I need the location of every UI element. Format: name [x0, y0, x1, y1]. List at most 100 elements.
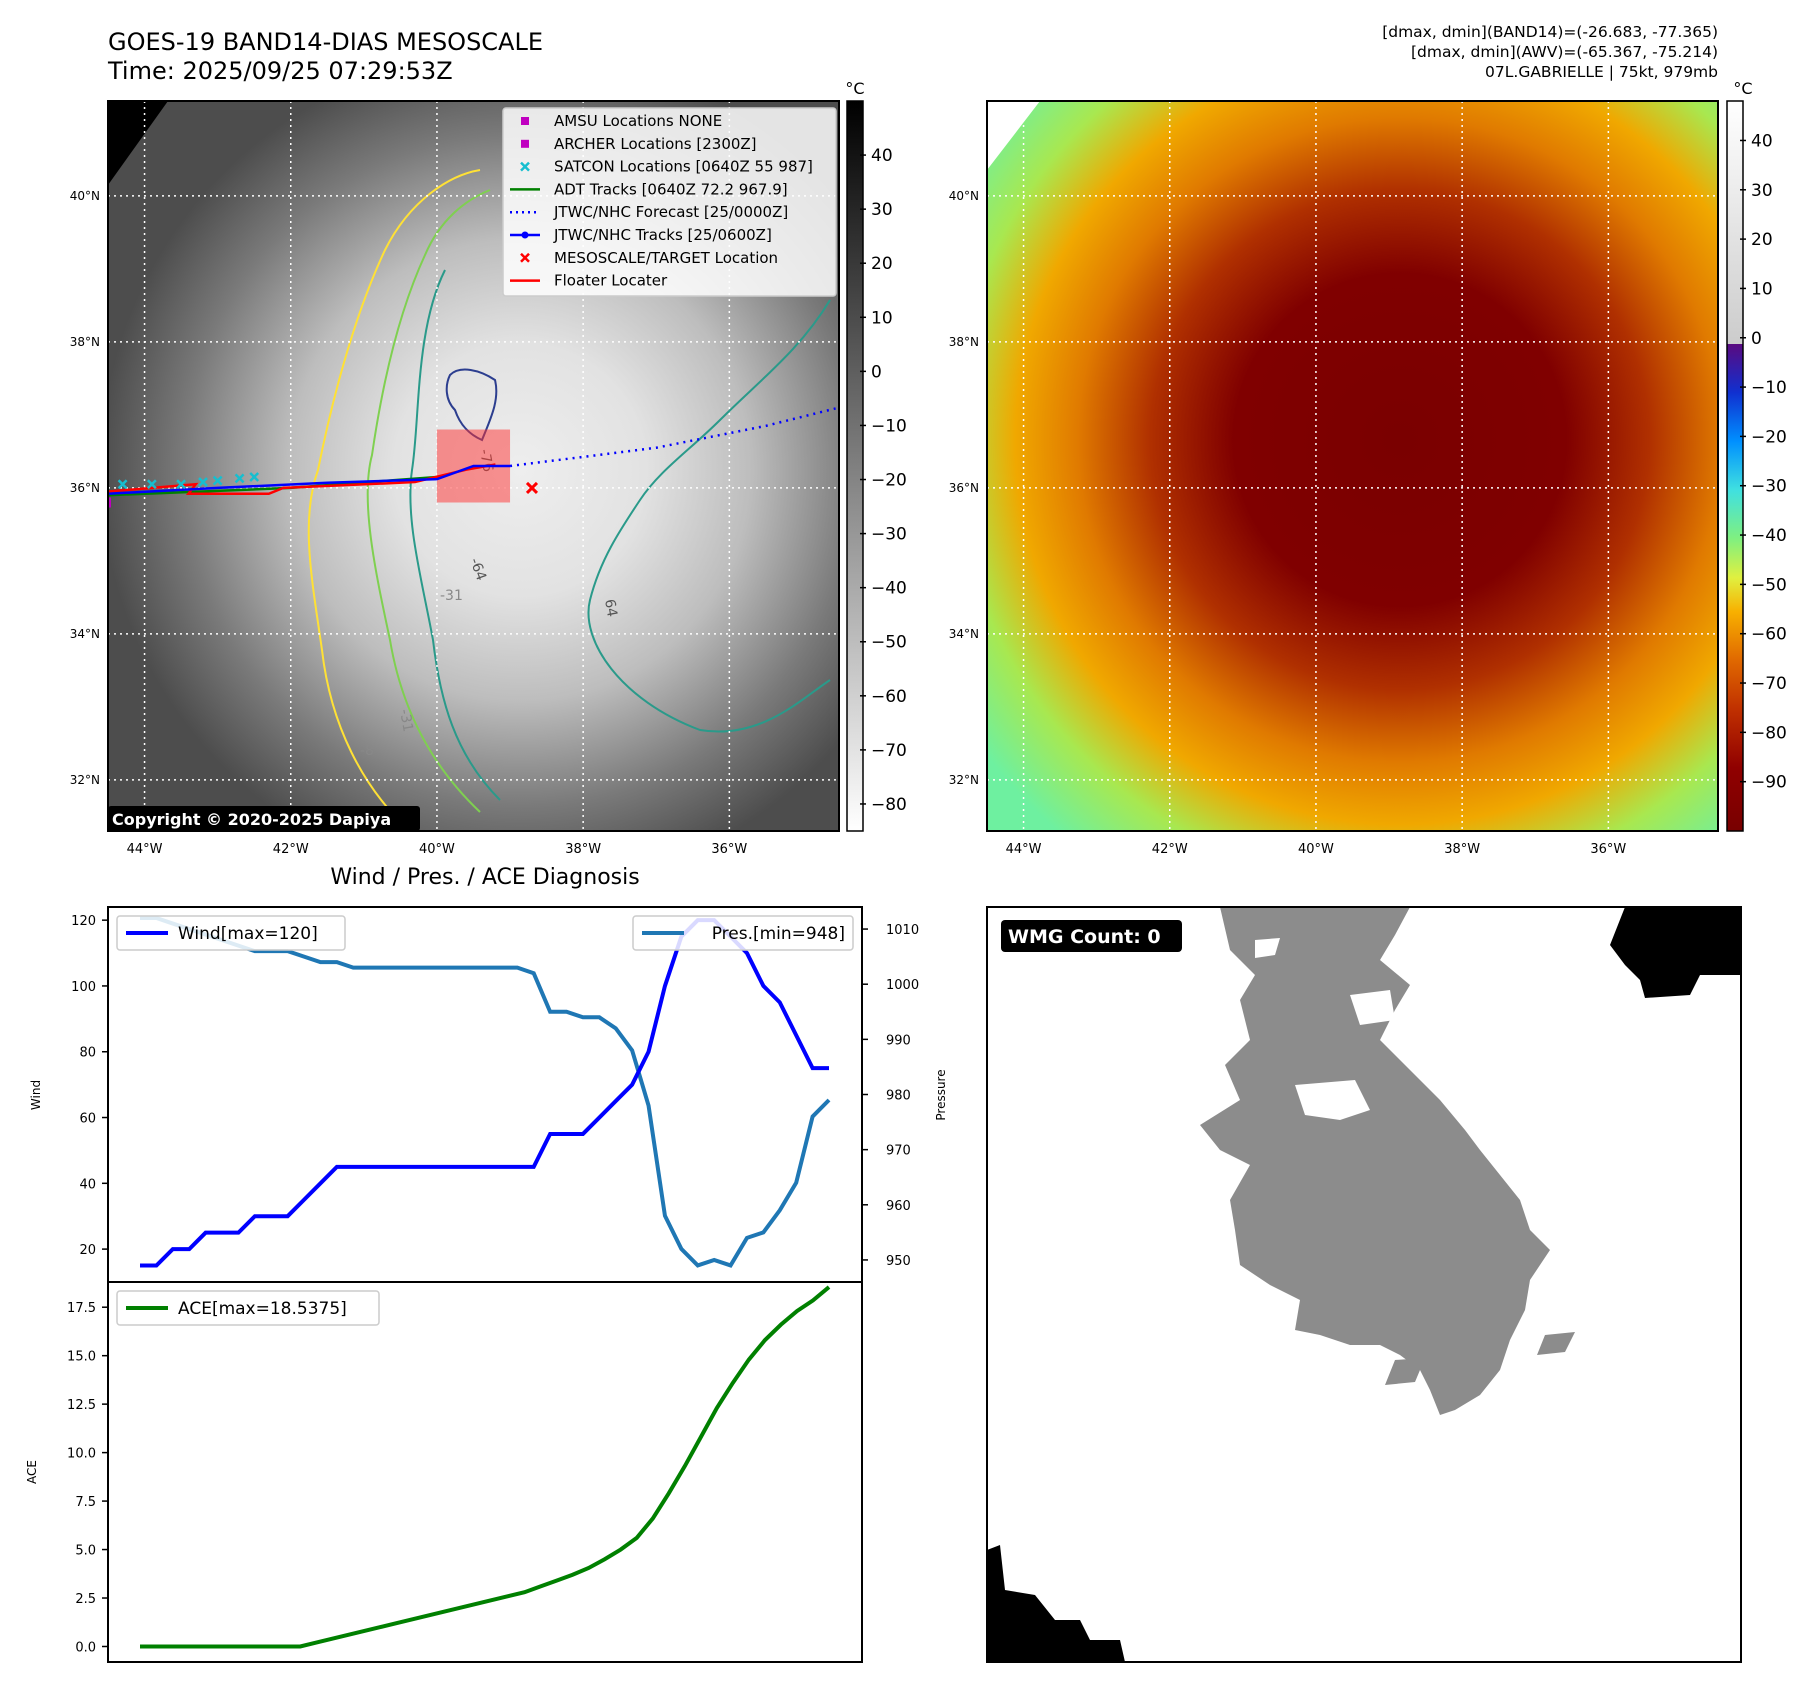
ace-tick-label: 10.0 [67, 1447, 96, 1462]
awv-colorbar-frame [1726, 100, 1744, 832]
ir-colorbar-unit: °C [845, 79, 864, 98]
colorbar-tick-label: 20 [871, 254, 893, 274]
pressure-tick-label: 960 [886, 1199, 911, 1214]
colorbar-tick-label: −20 [871, 471, 907, 491]
wind-tick-label: 40 [79, 1177, 96, 1192]
satcon-marker [198, 477, 208, 487]
lat-tick-label: 32°N [949, 773, 979, 787]
lon-tick-label: 44°W [127, 842, 163, 857]
copyright-bg [108, 806, 420, 831]
legend-label: AMSU Locations NONE [554, 112, 722, 130]
wmg-speck [1537, 1332, 1575, 1355]
wind-plot-frame [107, 906, 863, 1283]
lat-tick-label: 40°N [949, 189, 979, 203]
wmg-gap [1350, 990, 1395, 1025]
colorbar-tick-label: −70 [1751, 674, 1787, 694]
legend-item: AMSU Locations NONE [521, 112, 722, 130]
wmg-count-text: WMG Count: 0 [1008, 926, 1161, 948]
ace-legend: ACE[max=18.5375] [116, 1290, 380, 1326]
lon-tick-label: 38°W [1444, 842, 1480, 857]
lat-tick-label: 40°N [70, 189, 100, 203]
legend-label: SATCON Locations [0640Z 55 987] [554, 158, 813, 176]
colorbar-tick-label: −30 [1751, 477, 1787, 497]
pressure-tick-label: 970 [886, 1144, 911, 1159]
pressure-line [140, 916, 831, 1268]
lon-tick-label: 40°W [419, 842, 455, 857]
lon-tick-label: 42°W [1152, 842, 1188, 857]
colorbar-tick-label: −80 [1751, 723, 1787, 743]
pressure-tick-label: 980 [886, 1089, 911, 1104]
contour-label: -64 [466, 556, 489, 583]
jtwc-track-line [108, 464, 511, 495]
awv-image-core [987, 101, 1718, 831]
satcon-marker [176, 479, 186, 490]
satcon-marker [212, 475, 223, 486]
legend-item: SATCON Locations [0640Z 55 987] [520, 158, 813, 176]
lat-tick-label: 38°N [949, 335, 979, 349]
pressure-tick-label: 990 [886, 1033, 911, 1048]
legend-label: Floater Locater [554, 272, 668, 290]
satcon-marker [117, 479, 128, 490]
contour-yellow [307, 169, 481, 831]
colorbar-tick-label: 40 [871, 146, 893, 166]
colorbar-tick-label: 0 [871, 362, 882, 382]
ace-plot-frame [107, 1281, 863, 1663]
legend-item: ADT Tracks [0640Z 72.2 967.9] [510, 180, 788, 198]
contour-label: -8 [360, 743, 374, 759]
legend-marker [521, 117, 529, 125]
lon-tick-label: 36°W [711, 842, 747, 857]
legend-marker [520, 161, 530, 172]
legend-item: ARCHER Locations [2300Z] [521, 135, 757, 153]
colorbar-tick-label: 30 [1751, 181, 1773, 201]
colorbar-tick-label: −20 [1751, 427, 1787, 447]
wind-tick-label: 20 [79, 1243, 96, 1258]
wind-tick-label: 120 [71, 914, 96, 929]
jtwc-forecast-line [509, 406, 839, 468]
legend-label: ARCHER Locations [2300Z] [554, 135, 757, 153]
ace-legend-box [116, 1290, 380, 1326]
contour-label: -31 [440, 588, 463, 604]
ace-tick-label: 5.0 [75, 1544, 96, 1559]
ir-panel: -76 -64 -31 64 -31 -8 44°W42°W40°W38°W36… [70, 100, 840, 857]
copyright-text: Copyright © 2020-2025 Dapiya [112, 810, 391, 829]
satcon-marker [146, 479, 157, 490]
legend-box [502, 107, 837, 297]
awv-range-text: [dmax, dmin](AWV)=(-65.367, -75.214) [1411, 43, 1718, 61]
contour-green [366, 189, 491, 813]
colorbar-tick-label: −60 [1751, 625, 1787, 645]
legend-item: JTWC/NHC Tracks [25/0600Z] [510, 226, 772, 244]
legend-label: ADT Tracks [0640Z 72.2 967.9] [554, 180, 788, 198]
ir-axis-ticks: 44°W 42°W 40°W 38°W 36°W 40°N 38°N 36°N 34°N 32°N [70, 189, 748, 857]
wmg-gap [1255, 938, 1280, 958]
chart-title: GOES-19 BAND14-DIAS MESOSCALE [108, 28, 544, 56]
wind-tick-label: 80 [79, 1046, 96, 1061]
lon-tick-label: 40°W [1298, 842, 1334, 857]
pressure-legend-label: Pres.[min=948] [712, 924, 845, 944]
pressure-axis-label: Pressure [934, 1069, 948, 1120]
ace-tick-label: 7.5 [75, 1495, 96, 1510]
legend-marker [521, 139, 529, 148]
colorbar-tick-label: −10 [871, 416, 907, 436]
legend-item: MESOSCALE/TARGET Location [520, 249, 778, 267]
wmg-count-badge [1001, 920, 1182, 952]
archer-marker [108, 497, 111, 508]
colorbar-tick-label: 30 [871, 200, 893, 220]
colorbar-tick-label: −40 [1751, 526, 1787, 546]
ir-frame [107, 100, 840, 832]
storm-info-text: 07L.GABRIELLE | 75kt, 979mb [1485, 63, 1718, 81]
wind-legend-box [116, 915, 346, 951]
colorbar-tick-label: 20 [1751, 230, 1773, 250]
colorbar-tick-label: −30 [871, 525, 907, 545]
awv-no-data-corner [987, 101, 1040, 170]
wind-legend: Wind[max=120] Pres.[min=948] [116, 915, 854, 951]
contour-label: 64 [601, 598, 620, 618]
colorbar-tick-label: −50 [1751, 575, 1787, 595]
diagnosis-title: Wind / Pres. / ACE Diagnosis [330, 865, 639, 890]
satcon-marker [234, 473, 245, 484]
lon-tick-label: 36°W [1590, 842, 1626, 857]
ace-tick-label: 15.0 [67, 1350, 96, 1365]
pressure-tick-label: 950 [886, 1254, 911, 1269]
ace-tick-label: 2.5 [75, 1592, 96, 1607]
pressure-tick-label: 1010 [886, 923, 919, 938]
